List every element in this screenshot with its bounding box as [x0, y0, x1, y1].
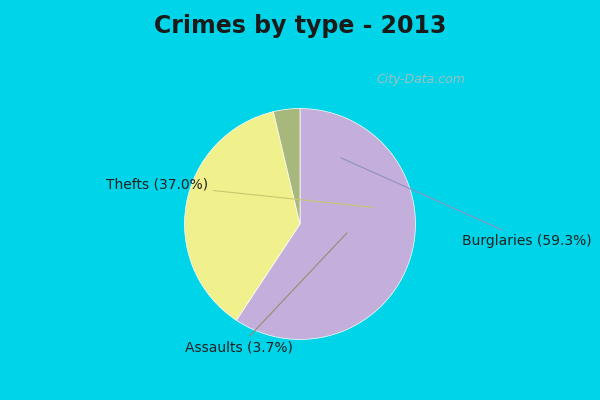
- Text: Burglaries (59.3%): Burglaries (59.3%): [341, 158, 592, 248]
- Text: Thefts (37.0%): Thefts (37.0%): [106, 178, 373, 207]
- Text: Assaults (3.7%): Assaults (3.7%): [185, 233, 347, 355]
- Text: Crimes by type - 2013: Crimes by type - 2013: [154, 14, 446, 38]
- Wedge shape: [274, 108, 300, 224]
- Text: City-Data.com: City-Data.com: [377, 73, 466, 86]
- Wedge shape: [185, 112, 300, 320]
- Wedge shape: [236, 108, 415, 340]
